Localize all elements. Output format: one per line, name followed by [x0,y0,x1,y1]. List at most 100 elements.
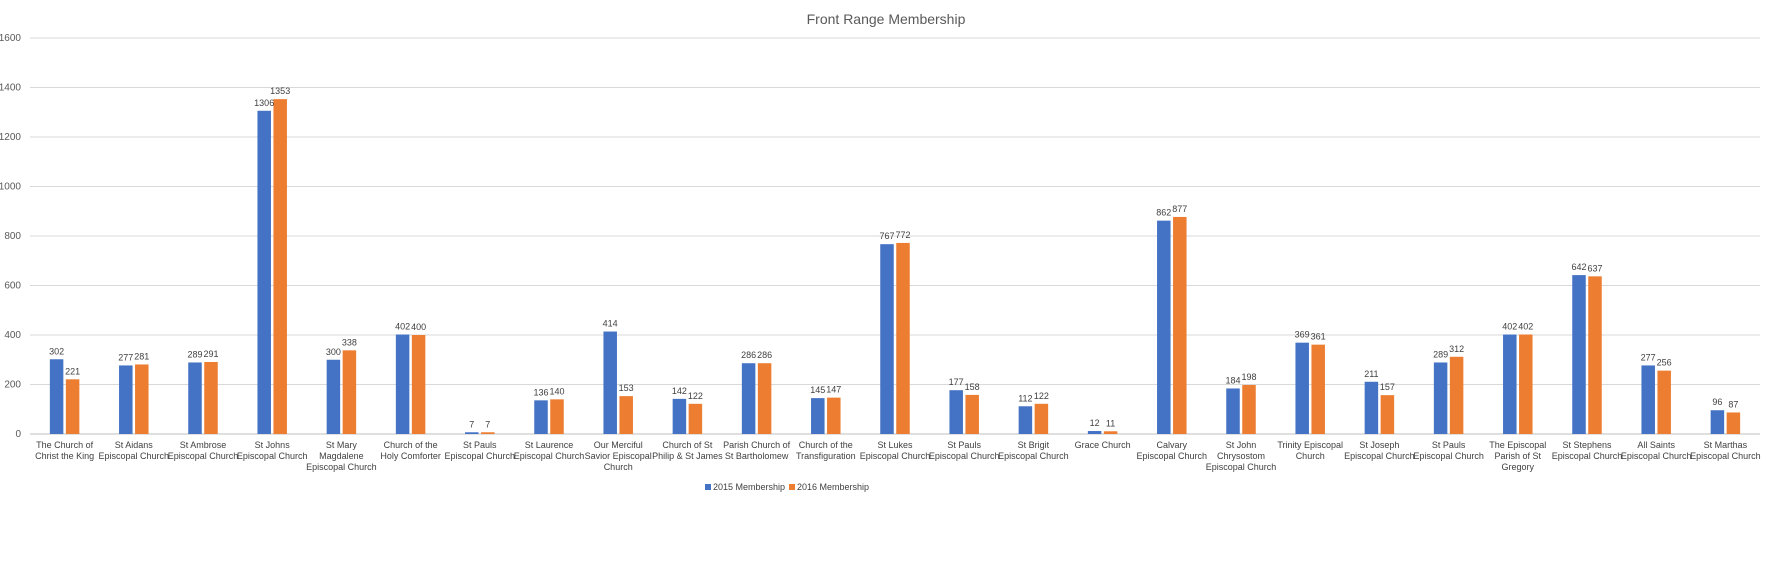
category-label: All Saints [1637,440,1675,450]
category-label: St Ambrose [180,440,227,450]
bar-2016 [342,350,357,434]
category-label: Our Merciful [594,440,643,450]
bar-2016 [896,242,910,434]
data-label: 369 [1295,330,1310,340]
category-label: Christ the King [35,451,94,461]
bar-2016 [827,397,841,434]
category-label: St Pauls [947,440,981,450]
bar-2016 [1380,395,1395,434]
category-label: St Johns [255,440,291,450]
data-label: 221 [65,366,80,376]
y-tick-label: 200 [4,380,21,391]
category-label: Church [604,462,633,472]
bar-2015 [880,244,894,434]
category-label: St Stephens [1562,440,1612,450]
category-label: Episcopal Church [1690,451,1761,461]
data-label: 153 [619,383,634,393]
data-label: 767 [879,231,894,241]
data-label: 277 [118,352,133,362]
bar-2016 [65,379,80,434]
bar-2016 [1173,216,1187,434]
bar-2015 [1226,388,1240,434]
category-label: Episcopal Church [306,462,377,472]
data-label: 772 [895,230,910,240]
bar-2015 [1503,334,1517,434]
category-label: The Church of [36,440,94,450]
bar-2015 [741,363,756,434]
data-label: 402 [395,322,410,332]
bar-2016 [1519,334,1533,434]
data-label: 281 [134,351,149,361]
category-label: Episcopal Church [929,451,1000,461]
legend-label-2015: 2015 Membership [713,482,785,492]
category-label: Trinity Episcopal [1277,440,1343,450]
category-label: Episcopal Church [1413,451,1484,461]
data-label: 177 [949,377,964,387]
y-tick-label: 1400 [0,83,21,94]
bar-2015 [672,398,687,434]
data-label: 256 [1657,358,1672,368]
y-tick-label: 600 [4,281,21,292]
bar-2015 [465,432,479,434]
category-label: Episcopal Church [99,451,170,461]
category-label: St Pauls [463,440,497,450]
data-label: 291 [203,349,218,359]
bar-2016 [481,432,495,434]
legend-label-2016: 2016 Membership [797,482,869,492]
bar-2015 [1364,381,1379,434]
category-label: Episcopal Church [1206,462,1277,472]
data-label: 158 [965,382,980,392]
data-label: 302 [49,346,64,356]
y-tick-label: 1600 [0,33,21,44]
bar-2015 [1018,406,1033,434]
data-label: 277 [1641,352,1656,362]
category-label: Episcopal Church [860,451,931,461]
y-tick-label: 0 [15,429,21,440]
bar-2016 [1311,344,1325,434]
data-label: 11 [1106,418,1115,428]
data-label: 7 [485,419,490,429]
data-label: 414 [603,319,618,329]
legend-swatch-2016 [789,484,795,490]
category-label: The Episcopal [1489,440,1546,450]
category-label: Episcopal Church [1621,451,1692,461]
bar-2015 [395,334,410,434]
category-label: Calvary [1157,440,1188,450]
data-label: 289 [1433,349,1448,359]
bar-2015 [1572,275,1586,434]
bar-2015 [49,359,64,434]
data-label: 12 [1090,418,1100,428]
data-label: 198 [1241,372,1256,382]
bar-2015 [603,331,617,434]
category-label: Episcopal Church [168,451,239,461]
data-label: 400 [411,322,426,332]
bar-2015 [811,398,825,434]
category-label: St Brigit [1018,440,1050,450]
category-label: Church of St [662,440,713,450]
bar-2016 [135,364,149,434]
category-label: Church of the [384,440,438,450]
bar-2016 [204,361,218,434]
category-label: St Joseph [1359,440,1399,450]
data-label: 642 [1571,262,1586,272]
data-label: 122 [688,391,703,401]
bar-2015 [1433,362,1448,434]
data-label: 122 [1034,391,1049,401]
bar-2015 [1641,365,1655,434]
category-label: Holy Comforter [380,451,441,461]
category-label: Transfiguration [796,451,856,461]
category-label: Episcopal Church [1137,451,1208,461]
bar-2015 [119,365,133,434]
data-label: 142 [672,386,687,396]
bar-2016 [273,99,287,434]
legend: 2015 Membership 2016 Membership [705,482,869,492]
data-label: 637 [1587,263,1602,273]
bar-2016 [1657,370,1671,434]
category-label: Church of the [799,440,853,450]
data-label: 1306 [254,98,274,108]
data-label: 286 [757,350,772,360]
bar-2015 [1157,220,1171,434]
bar-2015 [257,110,271,434]
bar-2015 [326,359,341,434]
category-label: St Marthas [1704,440,1748,450]
